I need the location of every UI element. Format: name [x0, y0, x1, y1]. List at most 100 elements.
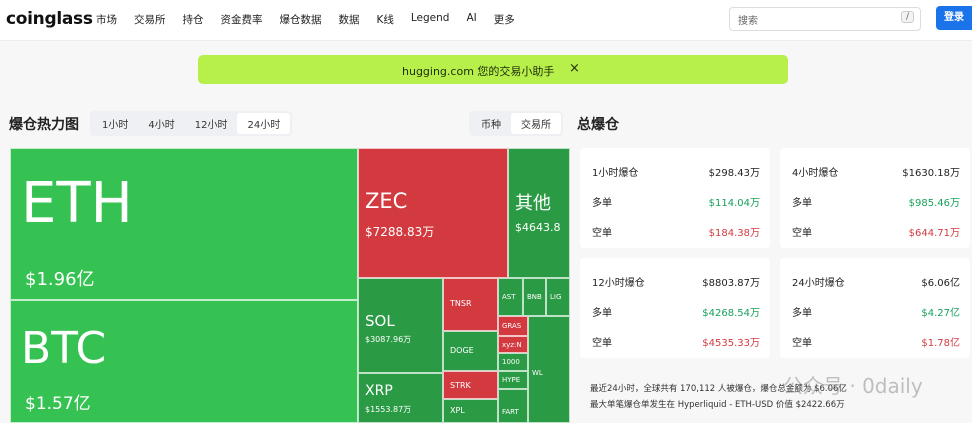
- tile-symbol: DOGE: [450, 346, 474, 355]
- tile-symbol: AST: [502, 293, 516, 301]
- tile-symbol: LIG: [550, 293, 562, 301]
- summary-note: 最大单笔爆仓单发生在 Hyperliquid - ETH-USD 价值 $242…: [590, 400, 845, 410]
- card-total: $8803.87万: [702, 278, 760, 289]
- tile[interactable]: SOL $3087.96万: [358, 278, 443, 373]
- short-amount: $4535.33万: [702, 338, 760, 349]
- menu-item[interactable]: AI: [466, 12, 477, 24]
- summary-card[interactable]: 12小时爆仓 $8803.87万多单 $4268.54万空单 $4535.33万: [580, 258, 770, 358]
- tile-symbol: ETH: [21, 171, 133, 236]
- long-row: 多单 $114.04万: [592, 194, 760, 209]
- short-row: 空单 $4535.33万: [592, 334, 760, 349]
- long-row: 多单 $985.46万: [792, 194, 960, 209]
- logo[interactable]: coinglass: [6, 9, 93, 29]
- tile-symbol: BNB: [527, 293, 542, 301]
- tile[interactable]: ZEC $7288.83万: [358, 148, 508, 278]
- search-shortcut: /: [900, 11, 914, 23]
- card-total: $1630.18万: [902, 168, 960, 179]
- tile[interactable]: HYPE: [498, 371, 528, 389]
- card-header: 24小时爆仓 $6.06亿: [792, 274, 960, 289]
- banner-close[interactable]: ×: [569, 61, 580, 76]
- tile[interactable]: XRP $1553.87万: [358, 373, 443, 423]
- watermark: 公众号 · 0daily: [783, 374, 923, 398]
- tile[interactable]: ETH $1.96亿: [10, 148, 358, 300]
- tile-symbol: HYPE: [502, 376, 521, 384]
- summary-title: 总爆仓: [577, 117, 619, 133]
- short-row: 空单 $1.78亿: [792, 334, 960, 349]
- summary-card[interactable]: 1小时爆仓 $298.43万 多单 $114.04万 空单 $184.38万: [580, 148, 770, 248]
- tile-symbol: FART: [502, 408, 519, 416]
- long-amount: $985.46万: [908, 198, 960, 209]
- card-header: 12小时爆仓 $8803.87万: [592, 274, 760, 289]
- toggle-option[interactable]: 交易所: [511, 113, 561, 134]
- card-header: 1小时爆仓 $298.43万: [592, 164, 760, 179]
- menu-item[interactable]: K线: [376, 14, 394, 26]
- menu-item[interactable]: 交易所: [134, 14, 166, 26]
- tile-symbol: ZEC: [365, 189, 408, 213]
- tile-symbol: xyz:N: [502, 341, 522, 349]
- search-box[interactable]: 搜索 /: [729, 7, 921, 31]
- tile-symbol: XRP: [365, 383, 393, 399]
- long-label: 多单: [792, 308, 812, 319]
- tile[interactable]: XPL: [443, 399, 498, 423]
- menu-item[interactable]: Legend: [410, 12, 450, 24]
- long-label: 多单: [592, 308, 612, 319]
- tile-amount: $1553.87万: [365, 405, 412, 414]
- card-title: 4小时爆仓: [792, 168, 839, 179]
- tab[interactable]: 4小时: [148, 120, 175, 131]
- tile[interactable]: WL: [528, 316, 570, 423]
- short-row: 空单 $184.38万: [592, 224, 760, 239]
- tile[interactable]: BTC $1.57亿: [10, 300, 358, 423]
- long-label: 多单: [592, 198, 612, 209]
- short-label: 空单: [792, 338, 812, 349]
- tile-symbol: WL: [532, 369, 543, 377]
- toggle-option[interactable]: 币种: [481, 120, 501, 131]
- tile[interactable]: LIG: [546, 278, 570, 316]
- menu-item[interactable]: 数据: [338, 14, 360, 26]
- tile[interactable]: DOGE: [443, 331, 498, 371]
- tile[interactable]: xyz:N: [498, 336, 528, 353]
- long-amount: $4.27亿: [921, 308, 960, 319]
- tab[interactable]: 12小时: [194, 120, 228, 131]
- tile[interactable]: 其他 $4643.8: [508, 148, 570, 278]
- tab-selected[interactable]: 24小时: [237, 113, 291, 134]
- tab[interactable]: 1小时: [102, 120, 129, 131]
- summary-card[interactable]: 24小时爆仓 $6.06亿多单 $4.27亿空单 $1.78亿: [780, 258, 970, 358]
- tile-symbol: XPL: [450, 406, 465, 415]
- tile[interactable]: STRK: [443, 371, 498, 399]
- summary-note: 最近24小时，全球共有 170,112 人被爆仓，爆仓总金额为 $6.06亿: [590, 384, 847, 394]
- view-toggle: 币种 交易所: [469, 111, 563, 136]
- long-row: 多单 $4268.54万: [592, 304, 760, 319]
- tile-symbol: BTC: [21, 323, 107, 374]
- long-row: 多单 $4.27亿: [792, 304, 960, 319]
- tile[interactable]: FART: [498, 389, 528, 423]
- card-title: 1小时爆仓: [592, 168, 639, 179]
- menu-item[interactable]: 持仓: [182, 14, 204, 26]
- menu-item[interactable]: 爆仓数据: [279, 14, 322, 26]
- nav-bar: coinglass 市场 交易所 持仓 资金费率 爆仓数据 数据 K线 Lege…: [0, 0, 972, 41]
- long-amount: $4268.54万: [702, 308, 760, 319]
- tile[interactable]: TNSR: [443, 278, 498, 331]
- menu-item[interactable]: 市场: [96, 14, 117, 26]
- login-button[interactable]: 登录: [936, 6, 972, 30]
- search-placeholder: 搜索: [738, 16, 758, 27]
- summary-card[interactable]: 4小时爆仓 $1630.18万多单 $985.46万 空单 $644.71万: [780, 148, 970, 248]
- menu: 市场 交易所 持仓 资金费率 爆仓数据 数据 K线 Legend AI 更多: [96, 12, 515, 27]
- short-row: 空单 $644.71万: [792, 224, 960, 239]
- tile-symbol: TNSR: [450, 299, 472, 308]
- tile-amount: $3087.96万: [365, 335, 412, 344]
- tile[interactable]: AST: [498, 278, 523, 316]
- banner[interactable]: hugging.com 您的交易小助手 ×: [198, 55, 788, 84]
- tile[interactable]: GRAS: [498, 316, 528, 336]
- menu-item[interactable]: 资金费率: [220, 14, 263, 26]
- short-amount: $184.38万: [708, 228, 760, 239]
- tile-symbol: 1000: [502, 358, 520, 366]
- menu-item[interactable]: 更多: [493, 14, 515, 26]
- tile[interactable]: 1000: [498, 353, 528, 371]
- tile[interactable]: BNB: [523, 278, 546, 316]
- short-label: 空单: [592, 338, 612, 349]
- short-amount: $1.78亿: [921, 338, 960, 349]
- tile-symbol: STRK: [450, 381, 471, 390]
- card-header: 4小时爆仓 $1630.18万: [792, 164, 960, 179]
